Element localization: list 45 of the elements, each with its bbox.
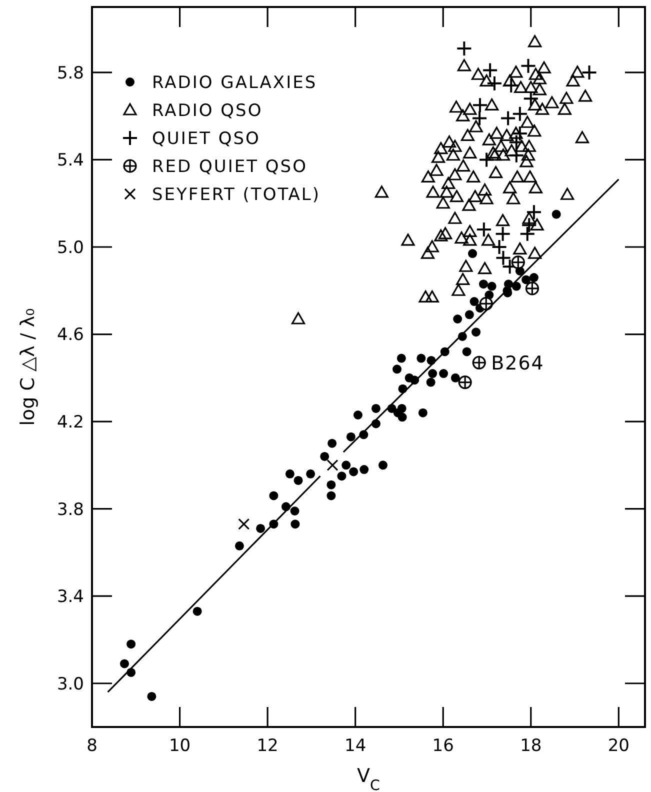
x-tick-label: 14 bbox=[344, 736, 366, 756]
point bbox=[491, 239, 508, 255]
point bbox=[456, 40, 472, 56]
x-tick-label: 18 bbox=[520, 736, 542, 756]
point bbox=[512, 126, 528, 142]
legend-label: SEYFERT (TOTAL) bbox=[152, 184, 320, 205]
legend-label: RADIO QSO bbox=[152, 100, 263, 121]
y-tick-label: 4.6 bbox=[56, 325, 84, 346]
point bbox=[526, 204, 542, 220]
x-tick-label: 16 bbox=[432, 736, 454, 756]
point bbox=[500, 110, 516, 126]
point bbox=[508, 134, 524, 150]
point bbox=[520, 58, 536, 74]
point bbox=[486, 75, 502, 92]
y-tick-label: 4.2 bbox=[56, 412, 84, 432]
x-axis-title: V$_{C}$ bbox=[357, 765, 380, 792]
y-tick-label: 5.8 bbox=[56, 63, 84, 84]
y-tick-label: 3.8 bbox=[56, 500, 84, 520]
y-tick-label: 3.4 bbox=[56, 587, 84, 608]
legend-label: RED QUIET QSO bbox=[152, 156, 308, 177]
y-tick-label: 5.4 bbox=[56, 150, 84, 171]
x-tick-label: 12 bbox=[256, 736, 278, 756]
point bbox=[581, 64, 598, 80]
y-tick-label: 5.0 bbox=[56, 238, 84, 258]
point bbox=[326, 459, 338, 471]
point bbox=[519, 226, 536, 242]
x-tick-label: 8 bbox=[86, 736, 98, 756]
point bbox=[508, 147, 524, 164]
x-tick-label: 20 bbox=[608, 736, 630, 756]
point bbox=[482, 62, 498, 78]
point bbox=[472, 110, 488, 126]
legend-label: RADIO GALAXIES bbox=[152, 72, 318, 93]
x-tick-label: 10 bbox=[168, 736, 191, 756]
point bbox=[238, 518, 250, 530]
legend-label: QUIET QSO bbox=[152, 128, 260, 149]
point bbox=[503, 78, 520, 94]
point bbox=[494, 226, 511, 242]
y-tick-label: 3.0 bbox=[56, 674, 84, 694]
point bbox=[476, 222, 492, 238]
point bbox=[472, 97, 488, 114]
point bbox=[521, 217, 538, 234]
point bbox=[512, 106, 528, 122]
annotation: B264 bbox=[491, 352, 544, 374]
y-axis-title: log C △λ / λ₀ bbox=[17, 308, 39, 426]
point bbox=[478, 152, 495, 168]
